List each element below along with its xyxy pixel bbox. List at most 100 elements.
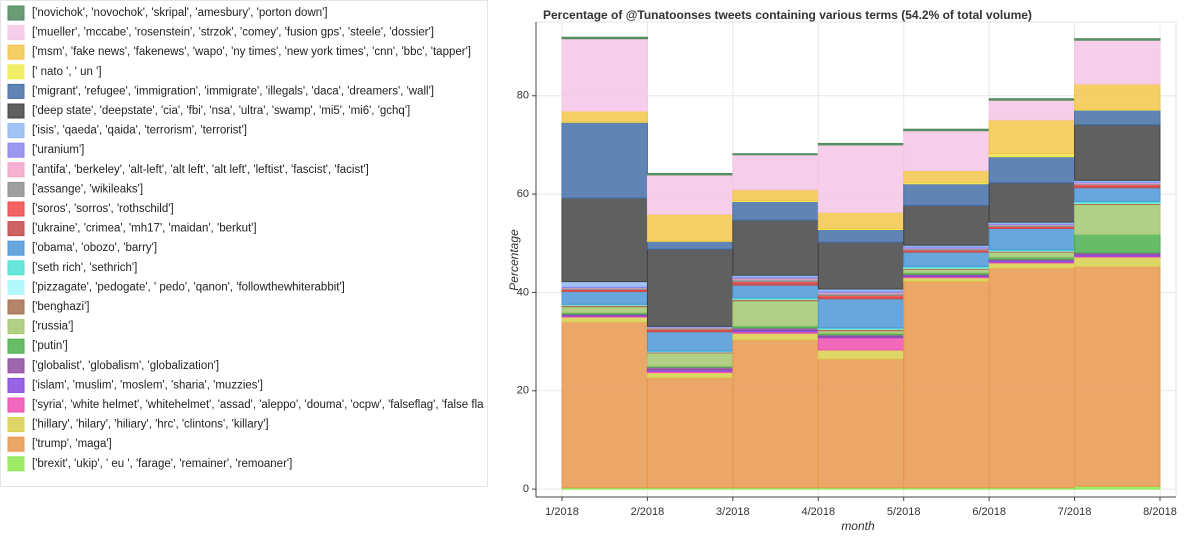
bar-segment: [903, 277, 990, 282]
legend-label: ['globalist', 'globalism', 'globalizatio…: [32, 360, 219, 372]
legend-label: ['msm', 'fake news', 'fakenews', 'wapo',…: [32, 46, 471, 58]
x-tick-label: 8/2018: [1143, 506, 1177, 518]
y-tick-label: 20: [517, 385, 529, 397]
bar-segment: [646, 372, 734, 379]
legend-label: ['isis', 'qaeda', 'qaida', 'terrorism', …: [32, 125, 247, 137]
legend-swatch: [7, 397, 25, 413]
bar-segment: [1074, 203, 1161, 235]
legend-label: ['soros', 'sorros', 'rothschild']: [32, 203, 174, 215]
legend-label: ['obama', 'obozo', 'barry']: [32, 242, 157, 254]
y-tick-label: 0: [523, 483, 529, 495]
bar-segment: [1074, 124, 1161, 181]
legend-label: ['uranium']: [32, 144, 84, 156]
bar-segment: [1074, 256, 1161, 267]
bar-segment: [646, 213, 734, 242]
bar-segment: [561, 38, 648, 112]
legend-label: ['putin']: [32, 340, 68, 352]
legend-swatch: [7, 260, 25, 276]
bar-segment: [988, 267, 1076, 489]
bar-segment: [1074, 39, 1161, 85]
bar-segment: [732, 339, 819, 489]
legend-swatch: [7, 44, 25, 60]
bar-segment: [817, 144, 905, 213]
legend-swatch: [7, 201, 25, 217]
legend-swatch: [7, 338, 25, 354]
bar-segment: [732, 284, 819, 299]
legend-label: [' nato ', ' un ']: [32, 66, 102, 78]
x-tick-label: 1/2018: [545, 506, 579, 518]
legend-label: ['seth rich', 'sethrich']: [32, 262, 137, 274]
legend-swatch: [7, 142, 25, 158]
legend-swatch: [7, 5, 25, 21]
legend-swatch: [7, 181, 25, 197]
bar-segment: [988, 182, 1076, 223]
y-tick-label: 60: [517, 188, 529, 200]
bar-segment: [817, 211, 905, 230]
bar-segment: [817, 298, 905, 329]
bar-segment: [817, 349, 905, 360]
bar-segment: [1074, 38, 1161, 41]
bar-segment: [646, 352, 734, 367]
x-tick-label: 6/2018: [972, 506, 1006, 518]
bar-segment: [903, 169, 990, 183]
bar-segment: [561, 321, 648, 489]
bar-segment: [988, 156, 1076, 184]
legend-label: ['pizzagate', 'pedogate', ' pedo', 'qano…: [32, 281, 345, 293]
bar-segment: [646, 174, 734, 215]
legend-swatch: [7, 25, 25, 41]
bar-segment: [1074, 187, 1161, 202]
bar-segment: [1074, 265, 1161, 487]
legend-swatch: [7, 358, 25, 374]
legend-label: ['trump', 'maga']: [32, 438, 112, 450]
legend-swatch: [7, 377, 25, 393]
bar-segment: [732, 332, 819, 341]
legend-swatch: [7, 83, 25, 99]
bar-segment: [732, 219, 819, 276]
x-tick-label: 7/2018: [1058, 506, 1092, 518]
legend-label: ['brexit', 'ukip', ' eu ', 'farage', 're…: [32, 458, 292, 470]
bar-segment: [903, 268, 990, 274]
chart-title: Percentage of @Tunatoonses tweets contai…: [543, 8, 1032, 22]
legend-swatch: [7, 240, 25, 256]
bar-segment: [817, 229, 905, 243]
x-tick-label: 4/2018: [801, 506, 835, 518]
legend-label: ['islam', 'muslim', 'moslem', 'sharia', …: [32, 379, 263, 391]
legend-label: ['novichok', 'novochok', 'skripal', 'ame…: [32, 7, 328, 19]
bar-segment: [646, 248, 734, 327]
bar-segment: [817, 241, 905, 290]
y-tick-label: 40: [517, 286, 529, 298]
bar-segment: [732, 300, 819, 327]
bar-segment: [732, 154, 819, 191]
bar-segment: [732, 200, 819, 221]
bar-segment: [646, 240, 734, 250]
bar-segment: [817, 358, 905, 489]
bar-segment: [1074, 233, 1161, 254]
bar-segment: [1074, 109, 1161, 126]
legend-label: ['antifa', 'berkeley', 'alt-left', 'alt …: [32, 164, 369, 176]
bar-segment: [988, 251, 1076, 258]
bar-segment: [988, 99, 1076, 121]
bar-segment: [646, 377, 734, 489]
legend-swatch: [7, 436, 25, 452]
bar-segment: [646, 172, 734, 176]
x-tick-label: 2/2018: [631, 506, 665, 518]
bar-segment: [903, 280, 990, 489]
legend-swatch: [7, 279, 25, 295]
bar-segment: [561, 281, 648, 288]
bar-segment: [903, 128, 990, 132]
legend-swatch: [7, 162, 25, 178]
bar-segment: [561, 306, 648, 314]
bar-segment: [988, 262, 1076, 269]
bar-segment: [732, 189, 819, 201]
legend-swatch: [7, 221, 25, 237]
legend-label: ['deep state', 'deepstate', 'cia', 'fbi'…: [32, 105, 410, 117]
legend-label: ['russia']: [32, 321, 73, 333]
bar-segment: [988, 98, 1076, 101]
bar-segment: [732, 153, 819, 156]
y-axis-label: Percentage: [507, 229, 521, 291]
legend-swatch: [7, 64, 25, 80]
bar-segment: [561, 36, 648, 40]
x-tick-label: 5/2018: [887, 506, 921, 518]
bar-segment: [561, 121, 648, 199]
